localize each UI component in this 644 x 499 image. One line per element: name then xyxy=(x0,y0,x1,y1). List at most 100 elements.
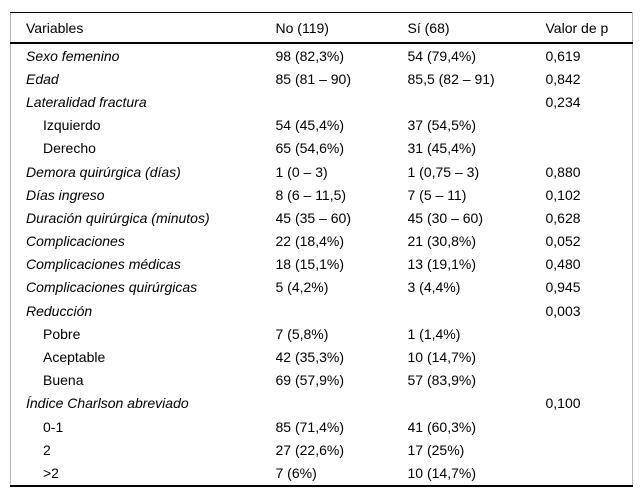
column-header-p-value: Valor de p xyxy=(545,12,633,44)
cell-si: 54 (79,4%) xyxy=(407,47,476,64)
cell-si xyxy=(408,299,546,322)
cell-p-value xyxy=(546,114,633,137)
cell-no: 22 (18,4%) xyxy=(275,233,344,250)
cell-p-value xyxy=(546,322,633,345)
cell-si xyxy=(408,392,546,415)
cell-si: 7 (5 – 11) xyxy=(407,186,467,203)
table-row: 0-1 85 (71,4%) 41 (60,3%) xyxy=(11,415,633,438)
cell-p-value xyxy=(546,369,633,392)
cell-p-value: 0,102 xyxy=(545,186,581,203)
cell-no: 98 (82,3%) xyxy=(275,47,344,64)
cell-variable: Buena xyxy=(43,372,84,389)
cell-no: 85 (81 – 90) xyxy=(275,70,352,87)
cell-variable: Complicaciones quirúrgicas xyxy=(26,279,198,296)
cell-p-value xyxy=(546,345,633,368)
table-row: Izquierdo 54 (45,4%) 37 (54,5%) xyxy=(11,114,633,137)
cell-si: 45 (30 – 60) xyxy=(407,209,484,226)
statistics-table: Variables No (119) Sí (68) Valor de p Se… xyxy=(10,12,633,487)
column-header-si: Sí (68) xyxy=(407,12,546,44)
cell-si: 41 (60,3%) xyxy=(407,418,476,435)
cell-p-value: 0,003 xyxy=(545,302,581,319)
cell-no: 45 (35 – 60) xyxy=(275,209,352,226)
table-row: Días ingreso 8 (6 – 11,5) 7 (5 – 11) 0,1… xyxy=(11,183,633,206)
cell-variable: 2 xyxy=(43,441,51,458)
cell-variable: Pobre xyxy=(43,325,81,342)
column-header-variables: Variables xyxy=(10,12,276,44)
cell-p-value: 0,842 xyxy=(545,70,581,87)
cell-p-value: 0,100 xyxy=(545,395,581,412)
cell-variable: Izquierdo xyxy=(43,117,101,134)
cell-si: 13 (19,1%) xyxy=(407,256,476,273)
cell-variable: Derecho xyxy=(43,140,96,157)
cell-si: 1 (0,75 – 3) xyxy=(407,163,480,180)
table-row: 2 27 (22,6%) 17 (25%) xyxy=(11,438,633,461)
cell-p-value: 0,052 xyxy=(545,233,581,250)
cell-variable: Duración quirúrgica (minutos) xyxy=(26,209,210,226)
cell-variable: 0-1 xyxy=(43,418,64,435)
cell-variable: Lateralidad fractura xyxy=(26,93,147,110)
table-row: Edad 85 (81 – 90) 85,5 (82 – 91) 0,842 xyxy=(11,67,633,90)
table-row: Complicaciones médicas 18 (15,1%) 13 (19… xyxy=(11,253,633,276)
cell-no: 27 (22,6%) xyxy=(275,441,344,458)
cell-si: 31 (45,4%) xyxy=(407,140,476,157)
cell-no: 8 (6 – 11,5) xyxy=(275,186,347,203)
cell-si: 21 (30,8%) xyxy=(407,233,476,250)
cell-no xyxy=(276,392,408,415)
cell-p-value xyxy=(546,438,633,461)
table-row: Lateralidad fractura 0,234 xyxy=(11,90,633,113)
cell-p-value xyxy=(546,137,633,160)
cell-p-value: 0,619 xyxy=(545,47,581,64)
table-row: Duración quirúrgica (minutos) 45 (35 – 6… xyxy=(11,206,633,229)
table-row: Complicaciones 22 (18,4%) 21 (30,8%) 0,0… xyxy=(11,230,633,253)
cell-no: 65 (54,6%) xyxy=(275,140,344,157)
cell-no xyxy=(276,90,408,113)
cell-no: 54 (45,4%) xyxy=(275,117,344,134)
cell-variable: Aceptable xyxy=(43,349,106,366)
table-header: Variables No (119) Sí (68) Valor de p xyxy=(10,12,633,44)
cell-si: 1 (1,4%) xyxy=(407,325,461,342)
cell-si xyxy=(408,90,546,113)
cell-no: 1 (0 – 3) xyxy=(275,163,328,180)
cell-variable: Edad xyxy=(26,70,59,87)
table-row: Aceptable 42 (35,3%) 10 (14,7%) xyxy=(11,345,633,368)
cell-si: 85,5 (82 – 91) xyxy=(407,70,495,87)
table-row: Buena 69 (57,9%) 57 (83,9%) xyxy=(11,369,633,392)
column-header-no: No (119) xyxy=(275,12,408,44)
cell-si: 17 (25%) xyxy=(407,441,465,458)
cell-no: 5 (4,2%) xyxy=(275,279,329,296)
table-row: Demora quirúrgica (días) 1 (0 – 3) 1 (0,… xyxy=(11,160,633,183)
cell-si: 3 (4,4%) xyxy=(407,279,461,296)
table-row: Pobre 7 (5,8%) 1 (1,4%) xyxy=(11,322,633,345)
cell-no: 42 (35,3%) xyxy=(275,349,344,366)
cell-p-value: 0,880 xyxy=(545,163,581,180)
cell-variable: Complicaciones xyxy=(26,233,125,250)
table-row: Índice Charlson abreviado 0,100 xyxy=(11,392,633,415)
cell-p-value xyxy=(546,461,633,485)
cell-no xyxy=(276,299,408,322)
cell-no: 7 (6%) xyxy=(275,464,317,481)
table-body: Sexo femenino 98 (82,3%) 54 (79,4%) 0,61… xyxy=(11,43,633,486)
cell-si: 10 (14,7%) xyxy=(407,349,476,366)
cell-variable: Demora quirúrgica (días) xyxy=(26,163,181,180)
cell-p-value: 0,628 xyxy=(545,209,581,226)
table-row: Complicaciones quirúrgicas 5 (4,2%) 3 (4… xyxy=(11,276,633,299)
cell-p-value: 0,234 xyxy=(545,93,581,110)
header-row: Variables No (119) Sí (68) Valor de p xyxy=(10,12,633,44)
table-row: Sexo femenino 98 (82,3%) 54 (79,4%) 0,61… xyxy=(11,43,633,67)
table-row: Derecho 65 (54,6%) 31 (45,4%) xyxy=(11,137,633,160)
cell-no: 7 (5,8%) xyxy=(275,325,329,342)
cell-variable: Días ingreso xyxy=(26,186,105,203)
cell-si: 37 (54,5%) xyxy=(407,117,476,134)
cell-si: 57 (83,9%) xyxy=(407,372,476,389)
table-row: >2 7 (6%) 10 (14,7%) xyxy=(11,461,633,485)
cell-variable: Sexo femenino xyxy=(26,47,120,64)
cell-no: 18 (15,1%) xyxy=(275,256,344,273)
cell-variable: Complicaciones médicas xyxy=(26,256,181,273)
cell-p-value: 0,945 xyxy=(545,279,581,296)
cell-variable: Índice Charlson abreviado xyxy=(26,395,189,412)
cell-variable: >2 xyxy=(43,464,59,481)
cell-p-value: 0,480 xyxy=(545,256,581,273)
cell-no: 69 (57,9%) xyxy=(275,372,344,389)
cell-no: 85 (71,4%) xyxy=(275,418,344,435)
cell-variable: Reducción xyxy=(26,302,93,319)
